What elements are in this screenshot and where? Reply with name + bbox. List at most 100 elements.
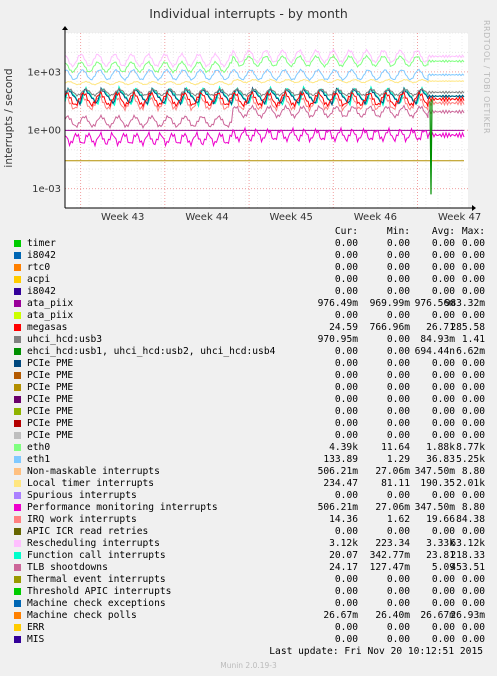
legend-swatch xyxy=(14,240,21,247)
legend-value-avg: 190.35 xyxy=(420,478,455,489)
legend-row: PCIe PME 0.00 0.00 0.00 0.00 xyxy=(0,394,497,406)
legend-swatch xyxy=(14,588,21,595)
series-line xyxy=(64,68,465,82)
legend-value-min: 342.77m xyxy=(369,550,410,561)
legend-swatch xyxy=(14,516,21,523)
legend-value-cur: 20.07 xyxy=(329,550,358,561)
legend-value-avg: 0.00 xyxy=(431,526,455,537)
legend-value-avg: 0.00 xyxy=(431,406,455,417)
legend-swatch xyxy=(14,300,21,307)
legend-row: i8042 0.00 0.00 0.00 0.00 xyxy=(0,286,497,298)
legend-row: timer 0.00 0.00 0.00 0.00 xyxy=(0,238,497,250)
legend-swatch xyxy=(14,444,21,451)
legend-value-cur: 0.00 xyxy=(334,274,358,285)
legend-row: megasas 24.59 766.96m 26.71 285.58 xyxy=(0,322,497,334)
legend-label: Local timer interrupts xyxy=(27,478,155,489)
legend-row: PCIe PME 0.00 0.00 0.00 0.00 xyxy=(0,418,497,430)
legend-value-max: 8.80 xyxy=(461,466,485,477)
legend-value-min: 0.00 xyxy=(386,382,410,393)
legend-value-max: 63.12k xyxy=(450,538,485,549)
series-line xyxy=(64,126,465,148)
legend-row: i8042 0.00 0.00 0.00 0.00 xyxy=(0,250,497,262)
legend-value-max: 0.00 xyxy=(461,274,485,285)
legend-value-avg: 0.00 xyxy=(431,634,455,645)
legend-label: Spurious interrupts xyxy=(27,490,137,501)
legend-value-avg: 0.00 xyxy=(431,358,455,369)
legend-value-avg: 5.09 xyxy=(431,562,455,573)
legend-value-cur: 26.67m xyxy=(323,610,358,621)
legend-row: PCIe PME 0.00 0.00 0.00 0.00 xyxy=(0,406,497,418)
legend-label: eth1 xyxy=(27,454,51,465)
legend-row: ata_piix 976.49m 969.99m 976.56m 983.32m xyxy=(0,298,497,310)
legend-value-max: 0.00 xyxy=(461,370,485,381)
legend-value-cur: 0.00 xyxy=(334,394,358,405)
legend-value-max: 453.51 xyxy=(450,562,485,573)
legend-swatch xyxy=(14,360,21,367)
legend-value-cur: 0.00 xyxy=(334,574,358,585)
legend-column-header: Avg: xyxy=(431,226,455,237)
legend-value-cur: 970.95m xyxy=(317,334,358,345)
legend-row: Machine check polls 26.67m 26.40m 26.67m 26.… xyxy=(0,610,497,622)
legend-row: Thermal event interrupts 0.00 0.00 0.00 0.00 xyxy=(0,574,497,586)
legend-row: PCIe PME 0.00 0.00 0.00 0.00 xyxy=(0,370,497,382)
legend-value-avg: 36.83 xyxy=(426,454,455,465)
legend-row: ehci_hcd:usb1, uhci_hcd:usb2, uhci_hcd:u… xyxy=(0,346,497,358)
legend-value-avg: 976.56m xyxy=(414,298,455,309)
legend-row: ERR 0.00 0.00 0.00 0.00 xyxy=(0,622,497,634)
legend-swatch xyxy=(14,264,21,271)
y-ticks: 1e+03 1e+00 1e-03 xyxy=(27,67,61,195)
legend-value-min: 0.00 xyxy=(386,274,410,285)
legend-value-max: 6.62m xyxy=(456,346,485,357)
legend-value-min: 27.06m xyxy=(375,502,410,513)
legend-value-cur: 0.00 xyxy=(334,406,358,417)
legend-swatch xyxy=(14,288,21,295)
x-tick-label: Week 47 xyxy=(438,212,481,223)
legend-swatch xyxy=(14,540,21,547)
legend-value-min: 0.00 xyxy=(386,634,410,645)
x-tick-label: Week 43 xyxy=(101,212,144,223)
legend-value-cur: 0.00 xyxy=(334,238,358,249)
legend-value-min: 1.29 xyxy=(386,454,410,465)
legend-value-min: 0.00 xyxy=(386,250,410,261)
legend-value-min: 0.00 xyxy=(386,394,410,405)
series-line xyxy=(64,89,465,109)
series-line xyxy=(64,87,465,97)
legend-value-cur: 0.00 xyxy=(334,622,358,633)
legend-value-max: 1.41 xyxy=(461,334,485,345)
legend-label: megasas xyxy=(27,322,68,333)
chart-title: Individual interrupts - by month xyxy=(149,6,348,21)
legend-value-cur: 0.00 xyxy=(334,598,358,609)
legend-label: Threshold APIC interrupts xyxy=(27,586,172,597)
y-tick-label: 1e+00 xyxy=(27,126,61,137)
legend-value-avg: 26.71 xyxy=(426,322,455,333)
legend-label: MIS xyxy=(27,634,45,645)
legend-label: ata_piix xyxy=(27,298,74,309)
legend-value-avg: 0.00 xyxy=(431,262,455,273)
y-axis-arrow xyxy=(62,26,68,30)
legend-row: rtc0 0.00 0.00 0.00 0.00 xyxy=(0,262,497,274)
legend-value-avg: 0.00 xyxy=(431,370,455,381)
legend-swatch xyxy=(14,396,21,403)
legend-label: APIC ICR read retries xyxy=(27,526,149,537)
legend-label: TLB shootdowns xyxy=(27,562,108,573)
series-line xyxy=(64,78,465,86)
legend-value-avg: 0.00 xyxy=(431,286,455,297)
legend-value-avg: 0.00 xyxy=(431,238,455,249)
legend-value-max: 0.00 xyxy=(461,394,485,405)
legend-value-cur: 133.89 xyxy=(323,454,358,465)
legend-value-cur: 14.36 xyxy=(329,514,358,525)
legend-swatch xyxy=(14,312,21,319)
legend-value-cur: 0.00 xyxy=(334,430,358,441)
legend-row: uhci_hcd:usb3 970.95m 0.00 84.93m 1.41 xyxy=(0,334,497,346)
legend-value-max: 0.00 xyxy=(461,262,485,273)
legend-value-max: 0.00 xyxy=(461,586,485,597)
legend-row: acpi 0.00 0.00 0.00 0.00 xyxy=(0,274,497,286)
legend-swatch xyxy=(14,612,21,619)
legend-swatch xyxy=(14,324,21,331)
legend-value-max: 0.00 xyxy=(461,418,485,429)
legend-row: Function call interrupts 20.07 342.77m 23.8… xyxy=(0,550,497,562)
series-line xyxy=(64,104,465,130)
legend-value-min: 0.00 xyxy=(386,346,410,357)
legend-value-min: 27.06m xyxy=(375,466,410,477)
legend-value-max: 0.00 xyxy=(461,238,485,249)
